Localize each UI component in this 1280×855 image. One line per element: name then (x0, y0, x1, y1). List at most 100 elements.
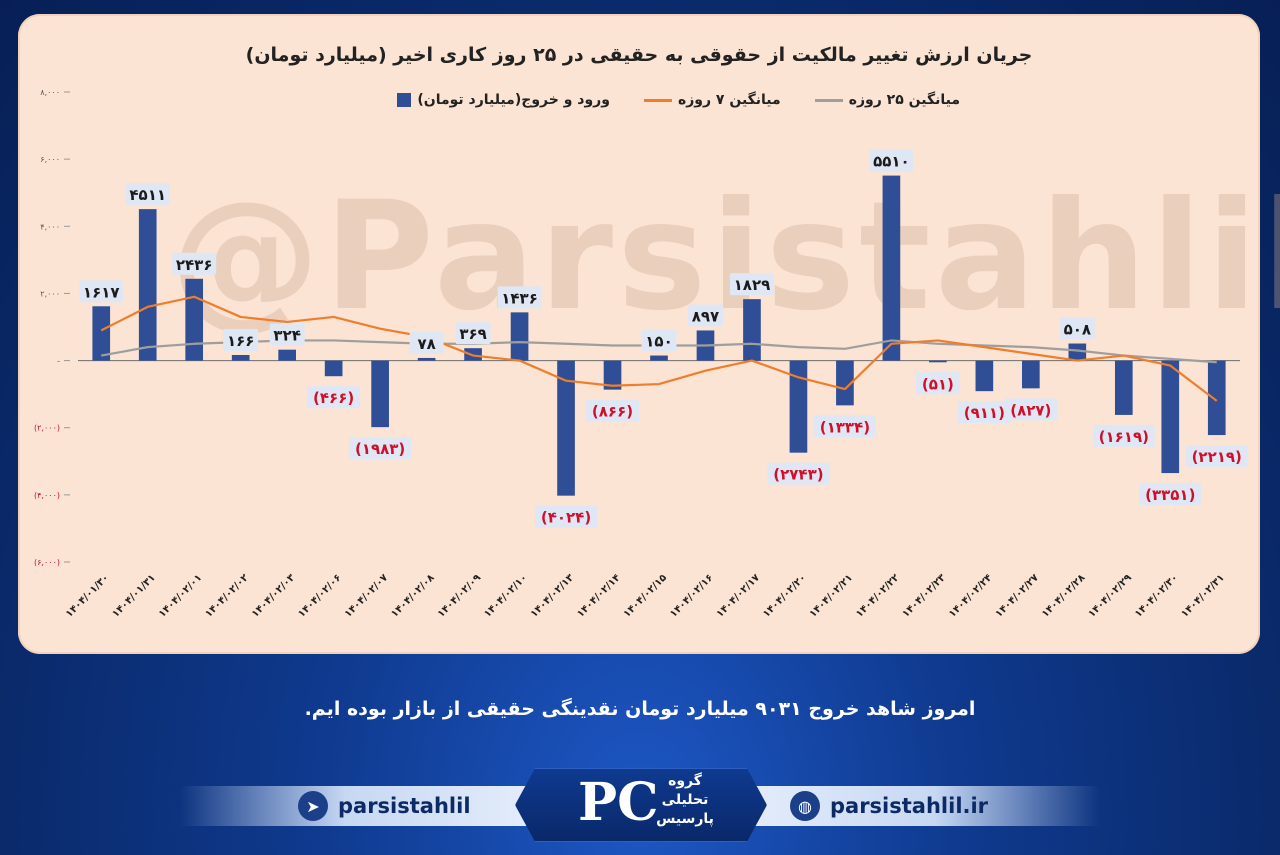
data-label: ۳۶۹ (459, 325, 486, 343)
data-label-box (79, 280, 124, 303)
x-tick-label: ۱۴۰۴/۰۲/۳۱ (1179, 572, 1226, 619)
x-tick-label: ۱۴۰۴/۰۲/۱۳ (529, 572, 576, 619)
data-label-box (172, 252, 217, 275)
legend-label-7day: میانگین ۷ روزه (677, 92, 781, 108)
x-tick-label: ۱۴۰۴/۰۲/۱۶ (668, 572, 715, 619)
data-label-box (535, 505, 598, 528)
data-label: ۱۴۳۶ (501, 289, 538, 307)
data-label-box (269, 323, 305, 346)
x-tick-label: ۱۴۰۴/۰۲/۰۳ (250, 572, 297, 619)
logo-icon: PC (578, 772, 659, 833)
bar (185, 278, 204, 361)
bar (1068, 343, 1087, 361)
bar (371, 360, 389, 428)
data-label-box (455, 322, 491, 345)
bar (882, 175, 901, 361)
bar (557, 360, 575, 496)
x-tick-label: ۱۴۰۴/۰۲/۰۹ (436, 572, 483, 619)
data-label: (۴۶۶) (313, 389, 354, 407)
y-tick-label: - (57, 357, 60, 366)
data-label-box (1059, 317, 1095, 340)
x-tick-label: ۱۴۰۴/۰۱/۳۰ (64, 572, 111, 619)
data-label-box (957, 401, 1011, 424)
website-link[interactable]: ◍ parsistahlil.ir (790, 789, 988, 823)
data-label-box (586, 399, 640, 422)
bar (417, 357, 436, 361)
bar (789, 360, 808, 453)
data-label-box (1185, 445, 1248, 468)
logo-line-2: تحلیلی (661, 792, 709, 808)
telegram-icon: ➤ (298, 791, 328, 821)
bar (1022, 360, 1040, 389)
watermark: @Parsistahlil (170, 170, 1280, 344)
bar (231, 354, 250, 361)
x-tick-label: ۱۴۰۴/۰۲/۲۹ (1086, 572, 1133, 619)
data-label: ۲۴۳۶ (176, 256, 213, 274)
logo-line-1: گروه (668, 773, 702, 789)
bar (975, 360, 994, 392)
x-tick-label: ۱۴۰۴/۰۲/۲۴ (947, 572, 994, 619)
telegram-link[interactable]: ➤ parsistahlil (298, 789, 471, 823)
data-label-box (813, 415, 876, 438)
bar (138, 209, 157, 361)
data-label: ۳۲۴ (273, 327, 300, 345)
data-label-box (729, 273, 774, 296)
bar (1161, 360, 1180, 474)
data-label: ۱۵۰ (645, 333, 672, 351)
data-label-box (349, 437, 412, 460)
data-label: (۳۳۵۱) (1145, 486, 1195, 504)
telegram-handle: parsistahlil (338, 794, 471, 818)
summary-text: امروز شاهد خروج ۹۰۳۱ میلیارد تومان نقدین… (304, 698, 976, 720)
data-label: ۸۹۷ (692, 307, 719, 325)
x-tick-label: ۱۴۰۴/۰۲/۰۱ (157, 572, 204, 619)
data-label-box (223, 328, 259, 351)
data-label-box (1092, 424, 1155, 447)
y-tick-label: ۶,۰۰۰ (40, 155, 60, 164)
bar (1114, 360, 1133, 415)
data-label: ۷۸ (417, 335, 435, 353)
bar (836, 360, 854, 406)
bar (1207, 360, 1226, 436)
logo-line-3: پارسیس (656, 811, 714, 827)
bar (603, 360, 622, 390)
data-label: ۴۵۱۱ (129, 186, 166, 204)
data-label: ۱۶۶ (227, 332, 254, 350)
data-label-box (125, 183, 170, 206)
data-label: (۲۷۴۳) (773, 466, 823, 484)
legend-item-25day: میانگین ۲۵ روزه (814, 92, 960, 108)
data-label-box (641, 329, 677, 352)
bar (510, 312, 529, 361)
bar (743, 299, 761, 361)
y-tick-label: (۲,۰۰۰) (34, 424, 60, 433)
chart-svg: ۸,۰۰۰ ۶,۰۰۰ ۴,۰۰۰ ۲,۰۰۰ - (۲,۰۰۰) (۴,۰۰۰) (۶,۰۰… (34, 88, 1248, 620)
data-label-box (1139, 483, 1202, 506)
y-tick-label: (۴,۰۰۰) (34, 491, 60, 500)
data-label: (۸۶۶) (592, 403, 633, 421)
data-label: (۱۶۱۹) (1099, 428, 1149, 446)
x-tick-label: ۱۴۰۴/۰۲/۳۰ (1133, 572, 1180, 619)
data-label-box (687, 304, 723, 327)
x-tick-label: ۱۴۰۴/۰۲/۰۶ (296, 572, 343, 619)
data-label: (۱۳۳۴) (820, 418, 870, 436)
data-label: ۵۵۱۰ (873, 153, 910, 171)
bar (278, 349, 296, 361)
x-tick-label: ۱۴۰۴/۰۲/۱۰ (482, 572, 529, 619)
legend-label-flow: ورود و خروج(میلیارد تومان) (417, 92, 610, 108)
chart-legend: میانگین ۲۵ روزه میانگین ۷ روزه ورود و خر… (360, 88, 960, 112)
x-tick-label: ۱۴۰۴/۰۲/۲۳ (901, 572, 948, 619)
x-tick-label: ۱۴۰۴/۰۲/۲۱ (808, 572, 855, 619)
data-label: ۱۸۲۹ (734, 276, 771, 294)
x-tick-label: ۱۴۰۴/۰۲/۰۲ (203, 572, 250, 619)
x-tick-label: ۱۴۰۴/۰۲/۱۵ (622, 572, 669, 619)
data-label-box (869, 149, 914, 172)
bar (324, 360, 343, 377)
x-tick-label: ۱۴۰۴/۰۲/۱۷ (715, 572, 762, 619)
x-tick-label: ۱۴۰۴/۰۱/۳۱ (110, 572, 157, 619)
website-url: parsistahlil.ir (830, 794, 989, 818)
y-tick-label: ۴,۰۰۰ (40, 222, 60, 231)
data-label: (۱۹۸۳) (355, 440, 405, 458)
data-label-box (409, 331, 444, 354)
x-tick-label: ۱۴۰۴/۰۲/۰۷ (343, 572, 390, 619)
data-label: ۱۶۱۷ (83, 283, 120, 301)
x-tick-label: ۱۴۰۴/۰۲/۲۲ (854, 572, 901, 619)
